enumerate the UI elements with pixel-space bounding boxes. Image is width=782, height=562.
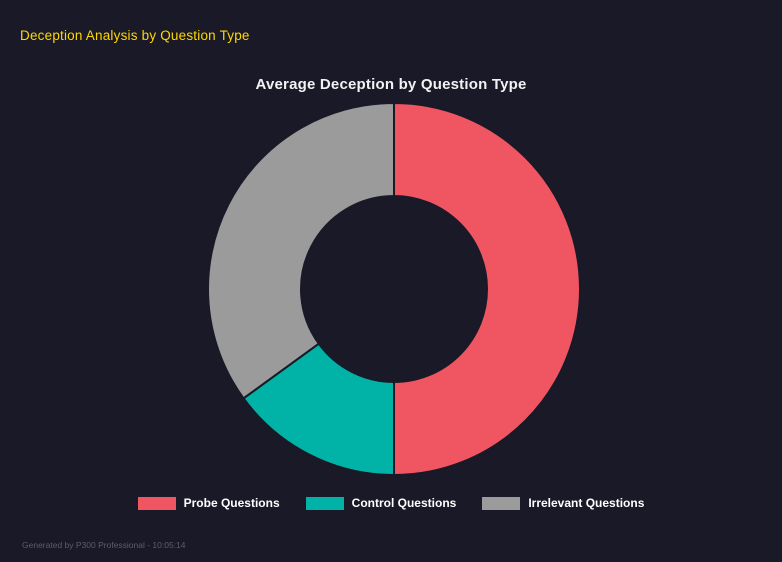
legend-swatch-irrelevant <box>482 496 521 510</box>
donut-slice-0[interactable] <box>393 101 581 477</box>
donut-chart <box>207 101 581 477</box>
page-title: Deception Analysis by Question Type <box>20 28 250 43</box>
legend-item-probe[interactable]: Probe Questions <box>137 496 280 510</box>
legend-label-probe: Probe Questions <box>183 496 280 510</box>
legend-label-control: Control Questions <box>351 496 457 510</box>
donut-slice-2[interactable] <box>207 101 395 400</box>
legend-item-control[interactable]: Control Questions <box>305 496 457 510</box>
legend-label-irrelevant: Irrelevant Questions <box>528 496 645 510</box>
chart-title: Average Deception by Question Type <box>255 76 527 93</box>
legend-swatch-control <box>305 496 344 510</box>
donut-slice-1[interactable] <box>242 342 395 477</box>
footer-text: Generated by P300 Professional - 10:05:1… <box>22 540 186 550</box>
legend-swatch-probe <box>137 496 176 510</box>
legend-item-irrelevant[interactable]: Irrelevant Questions <box>482 496 644 510</box>
chart-legend: Probe Questions Control Questions Irrele… <box>0 496 782 510</box>
